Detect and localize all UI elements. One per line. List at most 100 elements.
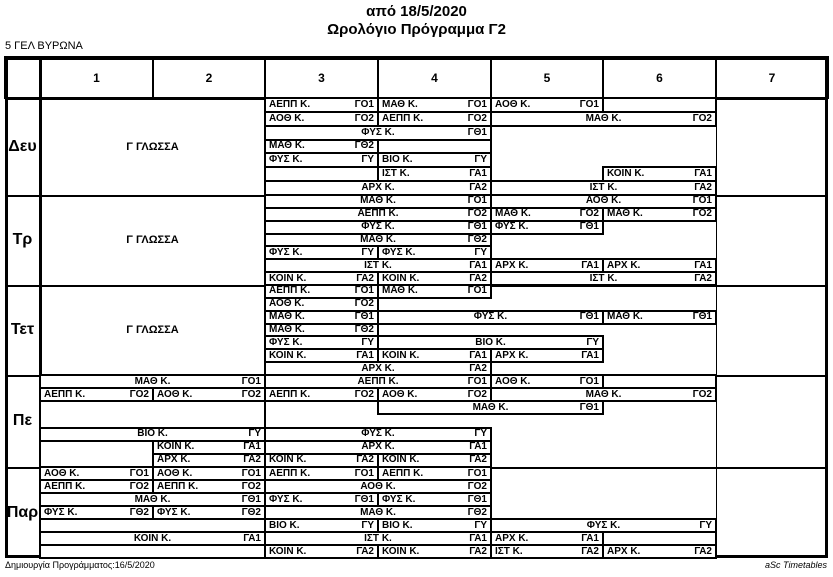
lesson-name: ΑΟΘ Κ.	[495, 98, 531, 110]
school-name: 5 ΓΕΛ ΒΥΡΩΝΑ	[5, 40, 83, 52]
lesson-name: ΜΑΘ Κ.	[134, 375, 171, 387]
page-title: Ωρολόγιο Πρόγραμμα Γ2	[327, 21, 506, 38]
class-group-code: ΓΟ2	[467, 388, 487, 400]
lesson-name: ΑΡΧ Κ.	[607, 259, 641, 271]
lesson-name: ΜΑΘ Κ.	[607, 311, 643, 323]
class-group-code: ΓΑ1	[694, 168, 712, 180]
class-group-code: ΓΥ	[361, 519, 374, 531]
lesson-name: ΜΑΘ Κ.	[585, 112, 622, 124]
class-group-code: ΓΑ1	[581, 349, 599, 361]
timetable-cell: ΑΕΠΠ Κ. ΓΟ2	[264, 387, 379, 403]
class-group-code: ΓΘ1	[467, 221, 487, 233]
timetable-cell: ΑΡΧ Κ. ΓΑ2	[602, 544, 717, 559]
column7-divider	[716, 375, 717, 467]
lesson-name: ΜΑΘ Κ.	[382, 285, 418, 297]
empty-cell	[39, 544, 266, 559]
lesson-name: ΜΑΘ Κ.	[269, 323, 305, 335]
day-row-2: Γ ΓΛΩΣΣΑ ΜΑΘ Κ. ΓΟ1 ΑΟΘ Κ. ΓΟ1 ΑΕΠΠ Κ. ΓΟ2 ΜΑΘ …	[40, 194, 828, 286]
class-group-code: ΓΟ1	[129, 467, 149, 479]
class-group-code: ΓΑ1	[469, 168, 487, 180]
class-group-code: ΓΟ1	[467, 467, 487, 479]
lesson-name: ΑΟΘ Κ.	[360, 480, 396, 492]
lesson-name: ΚΟΙΝ Κ.	[269, 454, 307, 466]
class-group-code: ΓΑ1	[469, 532, 487, 544]
lesson-name: ΦΥΣ Κ.	[269, 154, 303, 166]
class-group-code: ΓΑ2	[356, 454, 374, 466]
class-group-code: ΓΑ1	[469, 259, 487, 271]
lesson-name: ΑΕΠΠ Κ.	[269, 285, 311, 297]
class-group-code: ΓΘ2	[354, 323, 374, 335]
day-label-1: Δευ	[8, 137, 37, 155]
day-row-5: ΑΟΘ Κ. ΓΟ1 ΑΟΘ Κ. ΓΟ1 ΑΕΠΠ Κ. ΓΟ1 ΑΕΠΠ Κ. ΓΟ1 ΑΕ…	[39, 466, 828, 559]
class-group-code: ΓΟ1	[467, 375, 487, 387]
timetable-cell: ΜΑΘ Κ. ΓΘ1	[602, 309, 717, 325]
class-group-code: ΓΟ1	[354, 285, 374, 297]
class-group-code: ΓΟ1	[692, 195, 712, 207]
lesson-name: ΑΕΠΠ Κ.	[269, 388, 311, 400]
class-group-code: ΓΑ2	[356, 545, 374, 557]
lesson-name: ΚΟΙΝ Κ.	[382, 454, 420, 466]
day-row-4: ΜΑΘ Κ. ΓΟ1 ΑΕΠΠ Κ. ΓΟ1 ΑΟΘ Κ. ΓΟ1 ΑΕΠΠ Κ. ΓΟ2 ΑΟ…	[39, 374, 828, 468]
column7-divider	[716, 98, 717, 195]
timetable-cell: ΚΟΙΝ Κ. ΓΑ2	[264, 544, 379, 559]
lesson-name: ΒΙΟ Κ.	[475, 336, 506, 348]
lesson-name: ΑΟΘ Κ.	[269, 298, 305, 310]
lesson-name: ΦΥΣ Κ.	[361, 428, 395, 440]
table-border-right	[825, 57, 828, 558]
class-group-code: ΓΑ2	[243, 454, 261, 466]
lesson-name: ΑΕΠΠ Κ.	[44, 480, 86, 492]
lesson-name: ΒΙΟ Κ.	[269, 519, 300, 531]
class-group-code: ΓΑ2	[469, 454, 487, 466]
lesson-name: ΜΑΘ Κ.	[269, 311, 305, 323]
column-header-4: 4	[377, 56, 492, 99]
lesson-name: ΑΟΘ Κ.	[585, 195, 622, 207]
column-header-6: 6	[602, 56, 717, 99]
lesson-name: ΜΑΘ Κ.	[134, 493, 171, 505]
lesson-name: ΙΣΤ Κ.	[589, 272, 618, 284]
lesson-name: ΚΟΙΝ Κ.	[382, 349, 420, 361]
class-group-code: ΓΥ	[361, 246, 374, 258]
lesson-name: ΚΟΙΝ Κ.	[382, 272, 420, 284]
language-block-cell: Γ ΓΛΩΣΣΑ	[126, 140, 179, 153]
language-block-cell: Γ ΓΛΩΣΣΑ	[126, 324, 179, 336]
timetable-cell: ΙΣΤ Κ. ΓΑ2	[490, 271, 717, 286]
lesson-name: ΦΥΣ Κ.	[361, 221, 395, 233]
lesson-name: ΜΑΘ Κ.	[607, 208, 643, 220]
lesson-name: ΚΟΙΝ Κ.	[269, 545, 307, 557]
class-group-code: ΓΑ1	[694, 259, 712, 271]
lesson-name: ΦΥΣ Κ.	[269, 493, 303, 505]
lesson-name: ΦΥΣ Κ.	[382, 246, 416, 258]
class-group-code: ΓΟ2	[467, 112, 487, 124]
day-column-divider	[39, 57, 42, 558]
class-group-code: ΓΥ	[699, 519, 712, 531]
class-group-code: ΓΘ2	[129, 506, 149, 518]
lesson-name: ΜΑΘ Κ.	[269, 140, 305, 152]
asc-timetables-credit: aSc Timetables	[765, 560, 827, 570]
lesson-name: ΑΟΘ Κ.	[495, 375, 531, 387]
class-group-code: ΓΑ1	[243, 441, 261, 453]
class-group-code: ΓΟ1	[241, 375, 261, 387]
column-header-5: 5	[490, 56, 604, 99]
lesson-name: ΑΟΘ Κ.	[382, 388, 418, 400]
class-group-code: ΓΘ2	[241, 506, 261, 518]
lesson-name: ΑΕΠΠ Κ.	[157, 480, 199, 492]
class-group-code: ΓΑ2	[469, 272, 487, 284]
class-group-code: ΓΥ	[474, 246, 487, 258]
empty-cell	[39, 439, 154, 468]
lesson-name: ΦΥΣ Κ.	[269, 246, 303, 258]
class-group-code: ΓΟ1	[354, 467, 374, 479]
class-group-code: ΓΟ1	[579, 375, 599, 387]
class-group-code: ΓΑ2	[694, 182, 712, 194]
lesson-name: ΚΟΙΝ Κ.	[157, 441, 195, 453]
timetable-cell: ΜΑΘ Κ. ΓΟ2	[602, 206, 717, 222]
class-group-code: ΓΥ	[474, 154, 487, 166]
lesson-name: ΑΟΘ Κ.	[157, 467, 193, 479]
class-group-code: ΓΟ1	[579, 98, 599, 110]
lesson-name: ΚΟΙΝ Κ.	[269, 349, 307, 361]
lesson-name: ΑΡΧ Κ.	[157, 454, 191, 466]
day-row-3: Γ ΓΛΩΣΣΑ ΑΕΠΠ Κ. ΓΟ1 ΜΑΘ Κ. ΓΟ1 ΑΟΘ Κ. ΓΟ2 ΜΑΘ …	[40, 284, 828, 376]
class-group-code: ΓΘ2	[467, 506, 487, 518]
timetable-cell: ΑΡΧ Κ. ΓΑ1	[490, 348, 604, 364]
